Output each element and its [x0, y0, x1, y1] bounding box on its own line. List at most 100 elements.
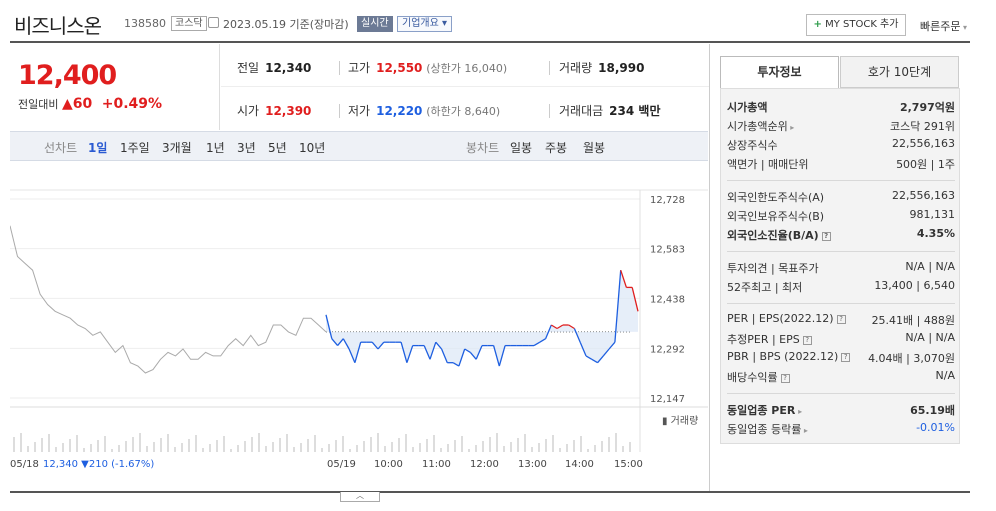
today-line-segment: [579, 341, 587, 357]
info-value: N/A: [935, 369, 955, 382]
info-row: 배당수익률? N/A: [727, 369, 955, 387]
info-row: 외국인소진율(B/A)? 4.35%: [727, 227, 955, 245]
today-line-segment: [377, 341, 385, 350]
info-value: 65.19배: [910, 404, 955, 417]
today-line-segment: [342, 338, 350, 350]
today-line-segment: [631, 287, 639, 312]
period-10y[interactable]: 10년: [299, 141, 326, 155]
price-change: 전일대비 ▲60 +0.49%: [18, 96, 162, 112]
info-label: 동일업종 등락률 ▸: [727, 423, 808, 436]
open-value: 12,390: [265, 104, 312, 118]
info-row: PBR | BPS (2022.12)? 4.04배 | 3,070원: [727, 350, 955, 368]
help-icon[interactable]: ?: [780, 373, 790, 383]
open-label: 시가: [237, 104, 260, 118]
today-line-segment: [602, 348, 610, 357]
calendar-icon: [208, 17, 219, 28]
info-divider: [727, 180, 955, 181]
today-line-segment: [348, 348, 356, 363]
today-line-segment: [608, 341, 616, 350]
today-line-segment: [556, 324, 564, 330]
quick-order-button[interactable]: 빠른주문 ▾: [920, 18, 967, 34]
period-1w[interactable]: 1주일: [120, 141, 150, 155]
stats-divider: [221, 86, 709, 87]
info-row: 52주최고 | 최저 13,400 | 6,540: [727, 279, 955, 297]
info-divider: [727, 251, 955, 252]
info-tabs: 투자정보 호가 10단계: [720, 56, 960, 88]
period-3y[interactable]: 3년: [237, 141, 256, 155]
candle-monthly[interactable]: 월봉: [583, 141, 606, 155]
market-badge: 코스닥: [171, 16, 207, 31]
x-tick-label: 13:00: [518, 459, 547, 470]
info-value: 4.35%: [916, 227, 955, 240]
today-line-segment: [539, 338, 546, 343]
candle-daily[interactable]: 일봉: [510, 141, 533, 155]
period-1y[interactable]: 1년: [206, 141, 225, 155]
x-tick-label: 05/19: [327, 459, 356, 470]
current-price: 12,400: [18, 60, 117, 91]
low-value: 12,220: [376, 104, 423, 118]
info-row: 액면가 | 매매단위 500원 | 1주: [727, 156, 955, 174]
candle-weekly[interactable]: 주봉: [545, 141, 568, 155]
today-line-segment: [550, 324, 558, 330]
help-icon[interactable]: ?: [802, 335, 812, 345]
add-mystock-button[interactable]: + MY STOCK 추가: [806, 14, 906, 36]
info-label: 배당수익률?: [727, 369, 790, 385]
base-date: 2023.05.19 기준(장마감): [223, 18, 349, 31]
info-row: 동일업종 등락률 ▸ -0.01%: [727, 421, 955, 439]
collapse-toggle-button[interactable]: ︿: [340, 492, 380, 502]
today-line-segment: [620, 269, 628, 288]
info-label: 시가총액: [727, 101, 768, 114]
help-icon[interactable]: ?: [841, 352, 851, 362]
today-line-segment: [597, 355, 604, 364]
info-label: 외국인한도주식수(A): [727, 191, 825, 204]
chevron-right-icon[interactable]: ▸: [787, 123, 795, 132]
today-area-fill: [326, 270, 638, 367]
amount-label: 거래대금: [559, 104, 604, 118]
y-tick-label: 12,292: [650, 344, 685, 355]
today-line-segment: [464, 348, 471, 353]
y-tick-label: 12,147: [650, 394, 685, 405]
info-row: 상장주식수 22,556,163: [727, 137, 955, 155]
today-line-segment: [585, 355, 593, 360]
period-5y[interactable]: 5년: [268, 141, 287, 155]
help-icon[interactable]: ?: [821, 231, 831, 241]
info-value: N/A | N/A: [905, 331, 955, 344]
info-label: 액면가 | 매매단위: [727, 158, 809, 171]
chevron-right-icon[interactable]: ▸: [795, 407, 803, 416]
price-stats: 전일 12,340 고가 12,550 (상한가 16,040) 거래량 18,990…: [221, 44, 709, 130]
info-label: 52주최고 | 최저: [727, 281, 803, 294]
realtime-badge[interactable]: 실시간: [357, 16, 393, 32]
x-tick-label: 14:00: [565, 459, 594, 470]
prev-close-value: 12,340: [265, 61, 312, 75]
today-line-segment: [452, 362, 460, 367]
today-line-segment: [406, 345, 414, 363]
tab-investment-info[interactable]: 투자정보: [720, 56, 839, 88]
prev-day-summary: 12,340 ▼210 (-1.67%): [43, 459, 154, 470]
price-chart[interactable]: 12,728 12,583 12,438 12,292 12,147 ▮ 거래량 05/18…: [10, 162, 708, 492]
chevron-right-icon[interactable]: ▸: [801, 426, 808, 435]
period-3m[interactable]: 3개월: [162, 141, 192, 155]
company-overview-button[interactable]: 기업개요 ▾: [397, 16, 453, 32]
info-label: 동일업종 PER ▸: [727, 404, 803, 417]
today-line-segment: [440, 348, 448, 363]
info-value: 25.41배 | 488원: [871, 314, 955, 327]
info-value: 4.04배 | 3,070원: [868, 352, 955, 365]
quick-order-label: 빠른주문: [920, 20, 961, 33]
high-price: 고가 12,550 (상한가 16,040): [348, 59, 507, 76]
period-bar: 선차트 1일 1주일 3개월 1년 3년 5년 10년 봉차트 일봉 주봉 월봉: [10, 131, 708, 161]
prev-close-label: 전일: [237, 61, 260, 75]
info-row: 시가총액 2,797억원: [727, 99, 955, 117]
y-tick-label: 12,583: [650, 245, 685, 256]
today-line-segment: [429, 341, 437, 360]
info-value: N/A | N/A: [905, 260, 955, 273]
today-line-segment: [492, 345, 500, 367]
divider: [339, 61, 340, 75]
chart-svg: 12,728 12,583 12,438 12,292 12,147 ▮ 거래량 05/18…: [10, 189, 708, 470]
period-1d[interactable]: 1일: [88, 141, 108, 155]
y-tick-label: 12,728: [650, 195, 685, 206]
help-icon[interactable]: ?: [836, 314, 846, 324]
tab-orderbook[interactable]: 호가 10단계: [840, 56, 959, 88]
high-label: 고가: [348, 61, 371, 75]
info-value: 22,556,163: [892, 137, 955, 150]
info-value: 코스닥 291위: [890, 120, 955, 133]
